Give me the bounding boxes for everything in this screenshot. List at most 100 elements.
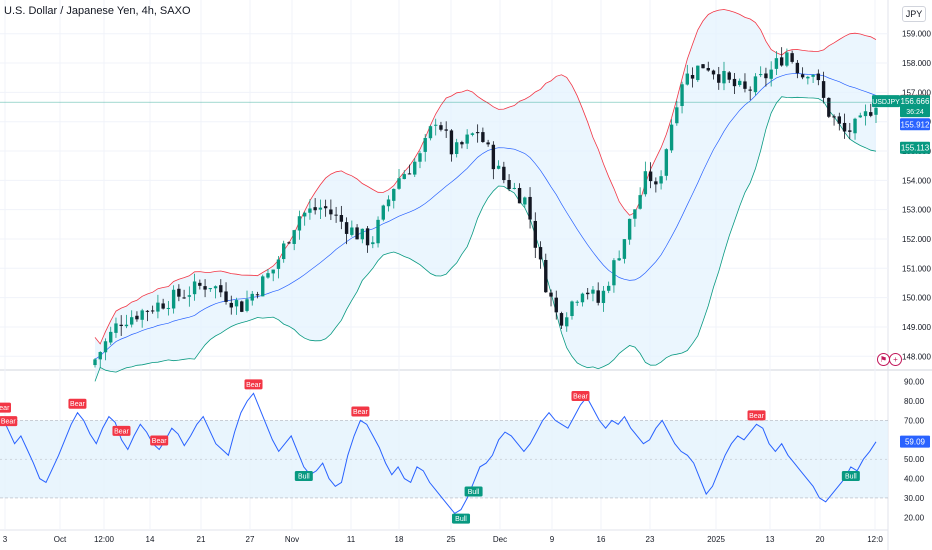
candle[interactable] bbox=[633, 209, 637, 227]
candle[interactable] bbox=[302, 211, 307, 226]
candle[interactable] bbox=[444, 121, 448, 138]
currency-selector[interactable]: JPY bbox=[902, 6, 926, 22]
candle[interactable] bbox=[680, 81, 684, 114]
candle[interactable] bbox=[150, 305, 155, 314]
candle[interactable] bbox=[360, 228, 365, 244]
bear-marker[interactable]: Bear bbox=[571, 390, 590, 401]
candle[interactable] bbox=[643, 161, 648, 197]
candle[interactable] bbox=[795, 60, 800, 79]
candle[interactable] bbox=[502, 161, 506, 184]
candle[interactable] bbox=[208, 288, 213, 292]
candle[interactable] bbox=[355, 224, 359, 240]
candle[interactable] bbox=[538, 241, 543, 269]
candle[interactable] bbox=[496, 160, 501, 170]
candle[interactable] bbox=[764, 67, 768, 87]
candle[interactable] bbox=[135, 311, 139, 322]
candle[interactable] bbox=[386, 195, 391, 212]
candle[interactable] bbox=[376, 216, 380, 248]
candle[interactable] bbox=[533, 212, 537, 259]
candle[interactable] bbox=[517, 183, 522, 204]
candle[interactable] bbox=[350, 220, 354, 237]
candle[interactable] bbox=[659, 170, 663, 190]
candle[interactable] bbox=[245, 290, 249, 313]
candle[interactable] bbox=[255, 291, 260, 299]
bear-marker[interactable]: Bear bbox=[747, 410, 766, 421]
candle[interactable] bbox=[528, 187, 532, 229]
plus-icon[interactable]: + bbox=[889, 353, 902, 366]
candle[interactable] bbox=[523, 196, 527, 208]
candle[interactable] bbox=[575, 300, 579, 306]
candle[interactable] bbox=[685, 64, 689, 86]
candle[interactable] bbox=[816, 69, 821, 86]
candle[interactable] bbox=[748, 86, 752, 101]
candle[interactable] bbox=[800, 67, 805, 80]
candle[interactable] bbox=[481, 127, 485, 143]
candle[interactable] bbox=[282, 240, 286, 263]
candle[interactable] bbox=[601, 286, 606, 312]
candle[interactable] bbox=[240, 300, 244, 313]
candle[interactable] bbox=[811, 74, 815, 84]
bull-marker[interactable]: Bull bbox=[294, 470, 313, 481]
candle[interactable] bbox=[627, 218, 632, 245]
candle[interactable] bbox=[229, 295, 233, 315]
candle[interactable] bbox=[292, 229, 296, 251]
candle[interactable] bbox=[192, 273, 197, 301]
candle[interactable] bbox=[323, 199, 328, 217]
candle[interactable] bbox=[428, 125, 433, 141]
candle[interactable] bbox=[848, 122, 852, 140]
candle[interactable] bbox=[313, 198, 317, 215]
bear-marker[interactable]: Bear bbox=[68, 398, 87, 409]
candle[interactable] bbox=[177, 284, 181, 302]
candle[interactable] bbox=[863, 104, 868, 126]
candle[interactable] bbox=[779, 47, 784, 67]
candle[interactable] bbox=[140, 308, 144, 328]
candle[interactable] bbox=[339, 205, 344, 230]
bear-marker[interactable]: Bear bbox=[150, 435, 169, 446]
candle[interactable] bbox=[832, 114, 836, 126]
candle[interactable] bbox=[402, 170, 406, 180]
candle[interactable] bbox=[586, 288, 590, 300]
candle[interactable] bbox=[329, 199, 333, 221]
candle[interactable] bbox=[266, 269, 270, 279]
candle[interactable] bbox=[365, 225, 370, 253]
candle[interactable] bbox=[717, 66, 721, 90]
candle[interactable] bbox=[722, 61, 726, 91]
candle[interactable] bbox=[758, 66, 763, 78]
candle[interactable] bbox=[439, 121, 443, 132]
candle[interactable] bbox=[203, 279, 207, 298]
candle[interactable] bbox=[234, 297, 239, 315]
candle[interactable] bbox=[371, 236, 375, 249]
candle[interactable] bbox=[308, 199, 312, 220]
candle[interactable] bbox=[753, 73, 758, 96]
candle[interactable] bbox=[696, 65, 700, 82]
candle[interactable] bbox=[486, 139, 490, 147]
candle[interactable] bbox=[821, 71, 826, 104]
candle[interactable] bbox=[507, 174, 511, 192]
candle[interactable] bbox=[774, 51, 779, 75]
candle[interactable] bbox=[570, 300, 574, 320]
candle[interactable] bbox=[454, 138, 459, 158]
candle[interactable] bbox=[109, 326, 113, 345]
candle[interactable] bbox=[785, 48, 789, 68]
candle[interactable] bbox=[219, 279, 223, 298]
candle[interactable] bbox=[465, 129, 469, 150]
candle[interactable] bbox=[93, 358, 97, 368]
candle[interactable] bbox=[669, 119, 674, 153]
candle[interactable] bbox=[114, 317, 118, 338]
candle[interactable] bbox=[250, 290, 254, 306]
candle[interactable] bbox=[103, 338, 108, 361]
candle[interactable] bbox=[145, 310, 150, 322]
candle[interactable] bbox=[297, 210, 302, 240]
candle[interactable] bbox=[271, 269, 275, 282]
candle[interactable] bbox=[224, 282, 228, 305]
candle[interactable] bbox=[276, 256, 281, 279]
candle[interactable] bbox=[397, 168, 401, 190]
candle[interactable] bbox=[418, 150, 422, 169]
candle[interactable] bbox=[853, 117, 857, 140]
candle[interactable] bbox=[287, 241, 291, 245]
candle[interactable] bbox=[344, 217, 349, 245]
candle[interactable] bbox=[198, 279, 202, 290]
candle[interactable] bbox=[124, 314, 129, 329]
candle[interactable] bbox=[413, 158, 417, 177]
